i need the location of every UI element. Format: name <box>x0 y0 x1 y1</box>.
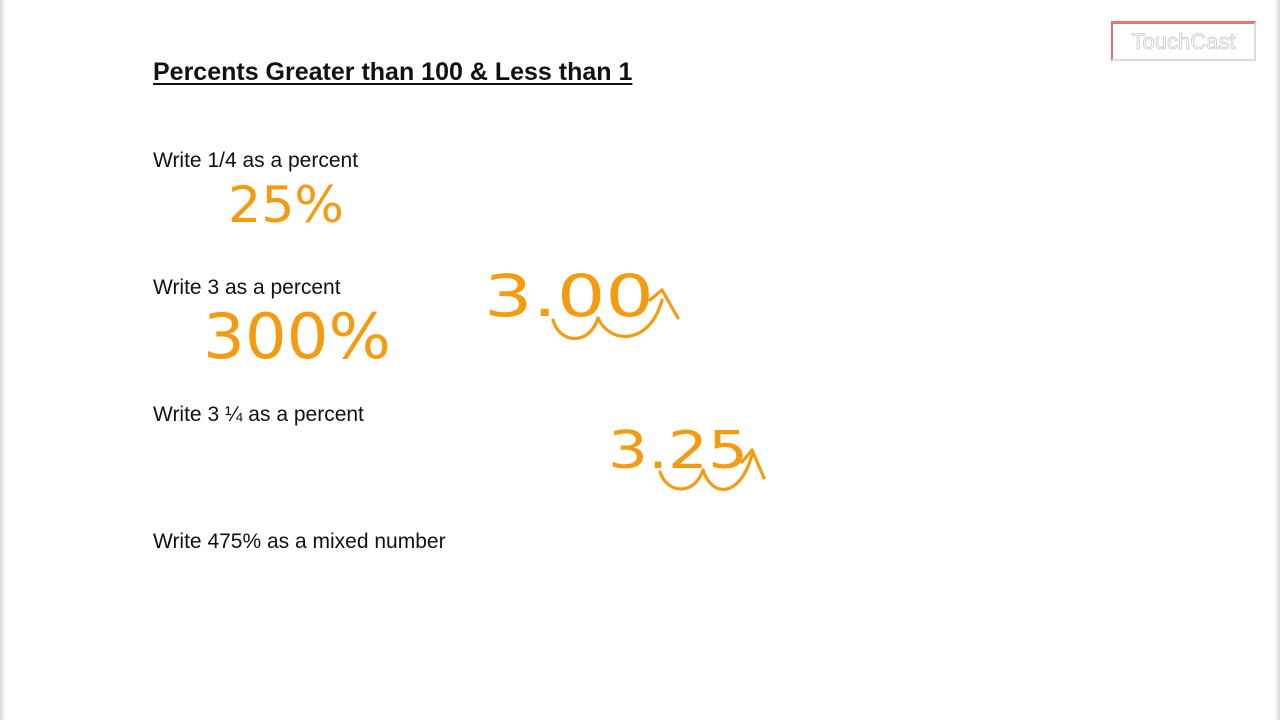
hop-arrow-3b <box>701 453 754 492</box>
question-3: Write 3 ¼ as a percent <box>153 403 364 426</box>
arrowhead-2 <box>648 288 680 320</box>
page-edge-right <box>1274 0 1280 720</box>
handwritten-work-2: 3.00 <box>484 262 654 330</box>
handwritten-answer-2: 300% <box>203 300 391 373</box>
arrowhead-3 <box>740 448 766 480</box>
question-4: Write 475% as a mixed number <box>153 530 446 553</box>
page-title: Percents Greater than 100 & Less than 1 <box>153 58 633 86</box>
question-1: Write 1/4 as a percent <box>153 149 359 172</box>
watermark-label: TouchCast <box>1131 28 1236 54</box>
hop-arrow-3a <box>658 468 705 491</box>
touchcast-watermark: TouchCast <box>1111 21 1256 61</box>
handwritten-work-3: 3.25 <box>608 421 748 481</box>
question-2: Write 3 as a percent <box>153 276 341 299</box>
hop-arrow-2a <box>551 316 600 341</box>
handwritten-answer-1: 25% <box>228 176 344 234</box>
page-edge-left <box>0 0 6 720</box>
hop-arrow-2b <box>596 298 664 338</box>
